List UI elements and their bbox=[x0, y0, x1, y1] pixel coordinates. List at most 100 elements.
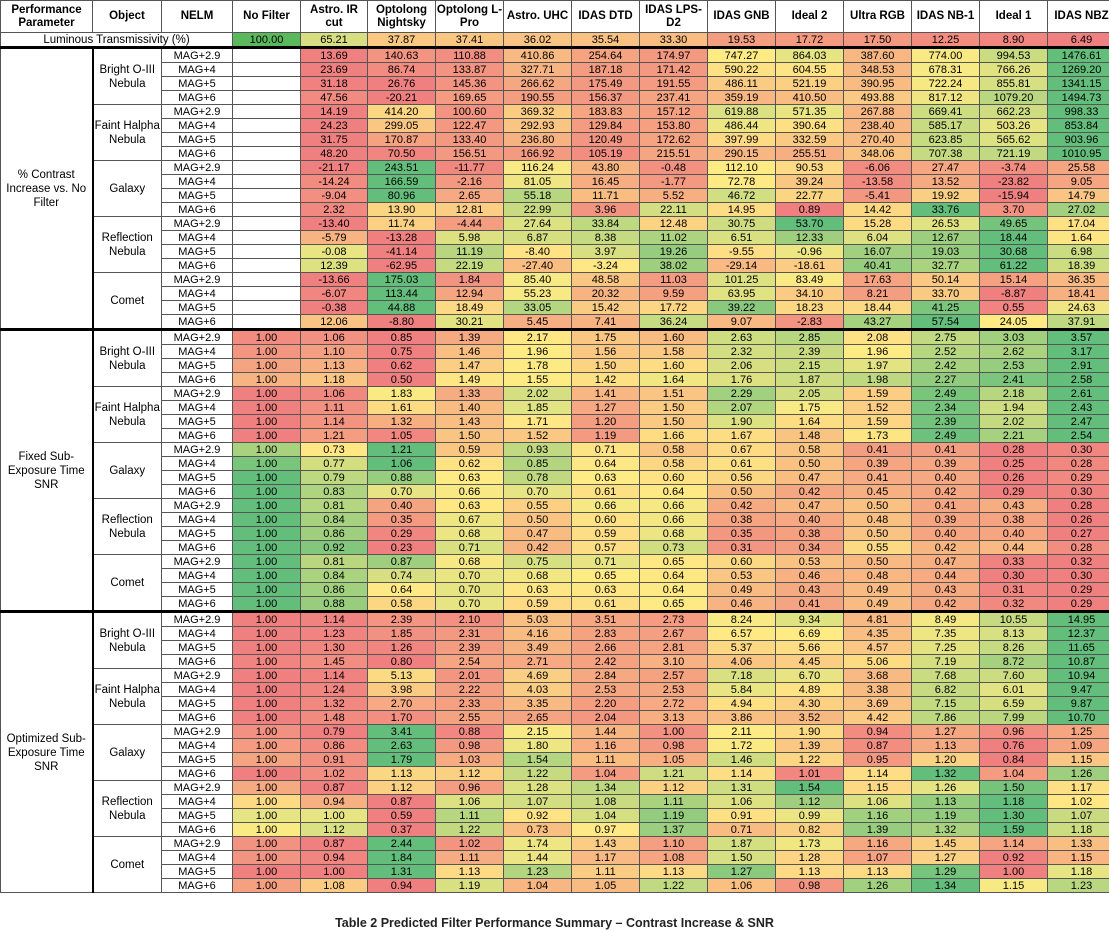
data-cell: 2.44 bbox=[367, 836, 436, 851]
data-cell: 1.20 bbox=[911, 752, 980, 767]
table-row: MAG+4 1.00 1.23 1.85 2.31 4.16 2.83 2.67 6.57 6.6… bbox=[1, 626, 1109, 641]
data-cell: 2.27 bbox=[911, 372, 980, 387]
data-cell: 0.70 bbox=[367, 484, 436, 499]
data-cell: 410.50 bbox=[775, 90, 844, 105]
table-row: MAG+5 1.00 0.86 0.64 0.70 0.63 0.63 0.64 0.49 0.4… bbox=[1, 582, 1109, 597]
data-cell: 0.38 bbox=[775, 526, 844, 541]
data-cell: 1.10 bbox=[639, 836, 708, 851]
data-cell: 41.25 bbox=[911, 300, 980, 315]
data-cell: -14.24 bbox=[300, 174, 368, 189]
data-cell: 15.14 bbox=[979, 272, 1048, 287]
data-cell: 1.16 bbox=[843, 808, 912, 823]
data-cell: 1.22 bbox=[639, 878, 708, 893]
data-cell: 2.62 bbox=[979, 344, 1048, 359]
data-cell: 4.35 bbox=[843, 626, 912, 641]
transmissivity-value: 37.41 bbox=[435, 32, 504, 48]
data-cell bbox=[232, 188, 301, 203]
data-cell: 9.47 bbox=[1047, 682, 1109, 697]
data-cell: 1.54 bbox=[775, 780, 844, 795]
object-label: Comet bbox=[92, 272, 162, 330]
data-cell: 17.04 bbox=[1047, 216, 1109, 231]
data-cell: 1.00 bbox=[232, 582, 301, 597]
data-cell: -0.38 bbox=[300, 300, 368, 315]
data-cell: 1.45 bbox=[300, 654, 368, 669]
data-cell: 0.50 bbox=[503, 512, 572, 527]
data-cell: 1.14 bbox=[300, 668, 368, 683]
data-cell: 1.00 bbox=[232, 328, 301, 345]
data-cell: 2.72 bbox=[639, 696, 708, 711]
data-cell: 0.59 bbox=[503, 596, 572, 612]
data-cell: 5.98 bbox=[435, 230, 504, 245]
data-cell: 0.46 bbox=[775, 568, 844, 583]
data-cell: 0.50 bbox=[367, 372, 436, 387]
data-cell: 0.84 bbox=[300, 568, 368, 583]
object-label: Faint Halpha Nebula bbox=[92, 668, 162, 725]
data-cell: 0.94 bbox=[300, 794, 368, 809]
table-row: Faint Halpha Nebula MAG+2.9 1.00 1.06 1.83 1.… bbox=[1, 386, 1109, 443]
data-cell: 1.04 bbox=[979, 766, 1048, 781]
nelm-label: MAG+2.9 bbox=[161, 328, 233, 345]
data-cell: 397.99 bbox=[707, 132, 776, 147]
data-cell: 1.13 bbox=[843, 864, 912, 879]
data-cell: 0.42 bbox=[503, 540, 572, 555]
data-cell: 2.20 bbox=[571, 696, 640, 711]
table-row: MAG+4 1.00 1.24 3.98 2.22 4.03 2.53 2.53 5.84 4.8… bbox=[1, 682, 1109, 697]
nelm-label: MAG+5 bbox=[161, 696, 233, 711]
data-cell: 1476.61 bbox=[1047, 46, 1109, 63]
data-cell: 3.10 bbox=[639, 654, 708, 669]
data-cell: 4.57 bbox=[843, 640, 912, 655]
data-cell: -1.77 bbox=[639, 174, 708, 189]
data-cell: -4.44 bbox=[435, 216, 504, 231]
data-cell: 1.23 bbox=[503, 864, 572, 879]
nelm-label: MAG+5 bbox=[161, 470, 233, 485]
data-cell: 604.55 bbox=[775, 62, 844, 77]
data-cell: 1.39 bbox=[775, 738, 844, 753]
data-cell: 0.60 bbox=[639, 470, 708, 485]
parameter-label: % Contrast Increase vs. No Filter bbox=[0, 46, 94, 330]
data-cell: 1.00 bbox=[300, 864, 368, 879]
nelm-label: MAG+6 bbox=[161, 90, 233, 105]
data-cell: 0.83 bbox=[300, 484, 368, 499]
table-row: MAG+5 -9.04 80.96 2.65 55.18 11.71 5.52 46.72 22… bbox=[1, 188, 1109, 203]
data-cell: 721.19 bbox=[979, 146, 1048, 161]
table-row: Reflection Nebula MAG+2.9 -13.40 11.74 -4.44… bbox=[1, 216, 1109, 273]
data-cell: 6.57 bbox=[707, 626, 776, 641]
data-cell: 26.53 bbox=[911, 216, 980, 231]
data-cell: 37.91 bbox=[1047, 314, 1109, 330]
data-cell: 327.71 bbox=[503, 62, 572, 77]
filter-performance-table: Performance Parameter Object NELM No Filter… bbox=[0, 0, 1109, 893]
data-cell: 1079.20 bbox=[979, 90, 1048, 105]
data-cell: -9.55 bbox=[707, 244, 776, 259]
object-label: Comet bbox=[92, 554, 162, 612]
nelm-label: MAG+2.9 bbox=[161, 554, 233, 569]
table-row: % Contrast Increase vs. No Filter Bright … bbox=[0, 46, 1109, 330]
data-cell: 1.32 bbox=[911, 822, 980, 837]
table-row: MAG+4 1.00 0.84 0.35 0.67 0.50 0.60 0.66 0.38 0.4… bbox=[1, 512, 1109, 527]
data-cell: 2.53 bbox=[979, 358, 1048, 373]
data-cell: 348.53 bbox=[843, 62, 912, 77]
data-cell: 12.33 bbox=[775, 230, 844, 245]
data-cell: 2.53 bbox=[571, 682, 640, 697]
data-cell: 1.66 bbox=[639, 428, 708, 443]
data-cell: 2.66 bbox=[571, 640, 640, 655]
data-cell: -11.77 bbox=[435, 160, 504, 175]
data-cell: 0.59 bbox=[435, 442, 504, 457]
table-row: Comet MAG+2.9 1.00 0.87 2.44 1.02 1.74 1.43 1.10… bbox=[1, 836, 1109, 893]
data-cell: 1.06 bbox=[367, 456, 436, 471]
data-cell: 4.06 bbox=[707, 654, 776, 669]
data-cell: 1.12 bbox=[367, 780, 436, 795]
data-cell: 0.41 bbox=[843, 470, 912, 485]
data-cell: 34.10 bbox=[775, 286, 844, 301]
data-cell: 267.88 bbox=[843, 104, 912, 119]
data-cell: 2.47 bbox=[1047, 414, 1109, 429]
data-cell: 11.71 bbox=[571, 188, 640, 203]
data-cell: 4.42 bbox=[843, 710, 912, 725]
data-cell: 1.26 bbox=[843, 878, 912, 893]
data-cell: 0.96 bbox=[979, 724, 1048, 739]
data-cell: 133.40 bbox=[435, 132, 504, 147]
data-cell: 0.49 bbox=[843, 582, 912, 597]
data-cell: 0.47 bbox=[775, 470, 844, 485]
data-cell: 0.63 bbox=[435, 470, 504, 485]
data-cell: 0.62 bbox=[367, 358, 436, 373]
data-cell: 1.50 bbox=[707, 850, 776, 865]
